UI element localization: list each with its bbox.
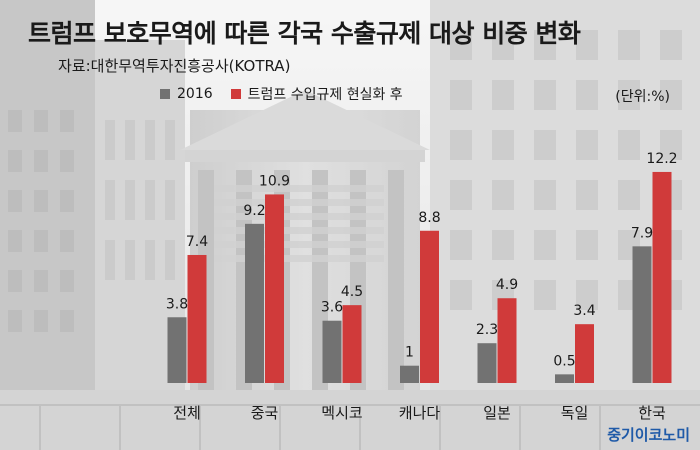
bar-after-1 xyxy=(265,194,284,383)
legend: 2016 트럼프 수입규제 현실화 후 xyxy=(160,84,421,104)
bar-after-5 xyxy=(575,324,594,383)
legend-item-2016: 2016 xyxy=(160,86,213,102)
source-note: 자료:대한무역투자진흥공사(KOTRA) xyxy=(58,57,291,75)
data-label-after-2: 4.5 xyxy=(341,284,363,300)
bar-2016-3 xyxy=(400,365,419,383)
data-label-after-0: 7.4 xyxy=(186,234,208,250)
data-label-after-6: 12.2 xyxy=(646,151,677,167)
category-label-6: 한국 xyxy=(638,404,666,422)
unit-label: (단위:%) xyxy=(615,89,670,105)
bar-after-4 xyxy=(497,298,517,383)
data-label-2016-2: 3.6 xyxy=(321,300,343,316)
category-label-4: 일본 xyxy=(483,404,511,422)
legend-swatch-after xyxy=(230,89,241,99)
legend-swatch-2016 xyxy=(160,89,170,99)
bar-2016-4 xyxy=(477,343,497,383)
brand-logo: 중기이코노미 xyxy=(607,426,690,444)
legend-item-after: 트럼프 수입규제 현실화 후 xyxy=(230,84,403,104)
data-label-2016-5: 0.5 xyxy=(553,353,575,369)
data-label-after-1: 10.9 xyxy=(259,173,290,189)
bar-after-3 xyxy=(420,230,439,383)
legend-label-after: 트럼프 수입규제 현실화 후 xyxy=(247,87,403,103)
bar-after-6 xyxy=(652,171,672,383)
category-label-5: 독일 xyxy=(561,404,589,422)
data-label-after-4: 4.9 xyxy=(496,277,518,293)
category-label-0: 전체 xyxy=(173,404,201,422)
bar-2016-6 xyxy=(632,246,652,383)
data-label-after-5: 3.4 xyxy=(573,303,595,319)
bar-2016-2 xyxy=(322,320,342,383)
data-label-2016-6: 7.9 xyxy=(631,225,653,241)
category-label-2: 멕시코 xyxy=(321,404,362,422)
bar-after-2 xyxy=(342,305,362,383)
category-label-1: 중국 xyxy=(251,404,279,422)
legend-label-2016: 2016 xyxy=(177,86,213,102)
data-label-2016-0: 3.8 xyxy=(166,296,188,312)
bar-2016-0 xyxy=(167,317,187,383)
data-label-2016-1: 9.2 xyxy=(243,203,265,219)
bar-2016-5 xyxy=(555,374,574,383)
chart-title: 트럼프 보호무역에 따른 각국 수출규제 대상 비중 변화 xyxy=(28,19,581,48)
bar-2016-1 xyxy=(245,223,264,383)
category-label-3: 캐나다 xyxy=(399,404,441,422)
data-label-2016-3: 1 xyxy=(405,345,414,361)
data-label-after-3: 8.8 xyxy=(418,210,440,226)
data-label-2016-4: 2.3 xyxy=(476,322,498,338)
bar-after-0 xyxy=(187,254,207,383)
